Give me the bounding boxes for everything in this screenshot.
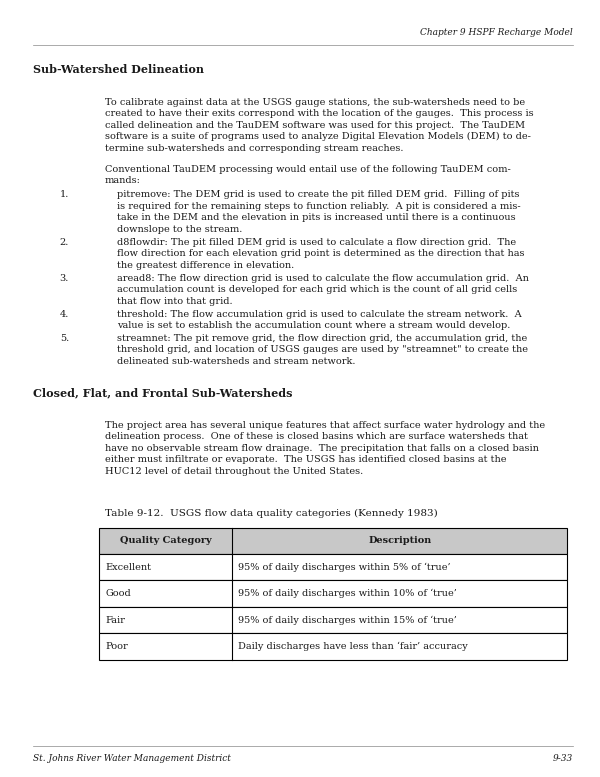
Bar bbox=[99, 633, 567, 660]
Text: Quality Category: Quality Category bbox=[120, 536, 212, 545]
Text: Fair: Fair bbox=[105, 615, 125, 625]
Text: Poor: Poor bbox=[105, 642, 128, 651]
Text: threshold: The flow accumulation grid is used to calculate the stream network.  : threshold: The flow accumulation grid is… bbox=[117, 309, 521, 319]
Text: 95% of daily discharges within 10% of ‘true’: 95% of daily discharges within 10% of ‘t… bbox=[238, 589, 457, 598]
Text: have no observable stream flow drainage.  The precipitation that falls on a clos: have no observable stream flow drainage.… bbox=[105, 444, 539, 453]
Text: 95% of daily discharges within 5% of ‘true’: 95% of daily discharges within 5% of ‘tr… bbox=[238, 563, 451, 572]
Text: 3.: 3. bbox=[59, 274, 69, 283]
Text: 1.: 1. bbox=[59, 190, 69, 200]
Text: 5.: 5. bbox=[60, 334, 69, 343]
Text: accumulation count is developed for each grid which is the count of all grid cel: accumulation count is developed for each… bbox=[117, 285, 517, 294]
Text: 95% of daily discharges within 15% of ‘true’: 95% of daily discharges within 15% of ‘t… bbox=[238, 615, 457, 625]
Text: created to have their exits correspond with the location of the gauges.  This pr: created to have their exits correspond w… bbox=[105, 110, 533, 118]
Text: To calibrate against data at the USGS gauge stations, the sub-watersheds need to: To calibrate against data at the USGS ga… bbox=[105, 98, 525, 106]
Text: delineation process.  One of these is closed basins which are surface watersheds: delineation process. One of these is clo… bbox=[105, 432, 528, 441]
Text: HUC12 level of detail throughout the United States.: HUC12 level of detail throughout the Uni… bbox=[105, 467, 363, 476]
Text: value is set to establish the accumulation count where a stream would develop.: value is set to establish the accumulati… bbox=[117, 321, 511, 330]
Text: that flow into that grid.: that flow into that grid. bbox=[117, 297, 233, 305]
Text: Excellent: Excellent bbox=[105, 563, 151, 572]
Text: termine sub-watersheds and corresponding stream reaches.: termine sub-watersheds and corresponding… bbox=[105, 144, 404, 153]
Text: d8flowdir: The pit filled DEM grid is used to calculate a flow direction grid.  : d8flowdir: The pit filled DEM grid is us… bbox=[117, 238, 516, 247]
Text: Conventional TauDEM processing would entail use of the following TauDEM com-: Conventional TauDEM processing would ent… bbox=[105, 165, 511, 173]
Bar bbox=[99, 607, 567, 633]
Bar bbox=[99, 528, 567, 554]
Text: Good: Good bbox=[105, 589, 131, 598]
Text: streamnet: The pit remove grid, the flow direction grid, the accumulation grid, : streamnet: The pit remove grid, the flow… bbox=[117, 334, 527, 343]
Text: delineated sub-watersheds and stream network.: delineated sub-watersheds and stream net… bbox=[117, 357, 355, 366]
Text: aread8: The flow direction grid is used to calculate the flow accumulation grid.: aread8: The flow direction grid is used … bbox=[117, 274, 529, 283]
Text: the greatest difference in elevation.: the greatest difference in elevation. bbox=[117, 261, 294, 270]
Text: Closed, Flat, and Frontal Sub-Watersheds: Closed, Flat, and Frontal Sub-Watersheds bbox=[33, 387, 293, 398]
Text: 4.: 4. bbox=[59, 309, 69, 319]
Text: either must infiltrate or evaporate.  The USGS has identified closed basins at t: either must infiltrate or evaporate. The… bbox=[105, 455, 506, 465]
Bar bbox=[99, 580, 567, 607]
Text: take in the DEM and the elevation in pits is increased until there is a continuo: take in the DEM and the elevation in pit… bbox=[117, 214, 515, 222]
Text: called delineation and the TauDEM software was used for this project.  The TauDE: called delineation and the TauDEM softwa… bbox=[105, 120, 525, 130]
Text: Sub-Watershed Delineation: Sub-Watershed Delineation bbox=[33, 64, 204, 75]
Bar bbox=[99, 554, 567, 580]
Text: is required for the remaining steps to function reliably.  A pit is considered a: is required for the remaining steps to f… bbox=[117, 202, 521, 211]
Text: Chapter 9 HSPF Recharge Model: Chapter 9 HSPF Recharge Model bbox=[420, 27, 573, 37]
Text: threshold grid, and location of USGS gauges are used by "streamnet" to create th: threshold grid, and location of USGS gau… bbox=[117, 346, 528, 354]
Text: 9-33: 9-33 bbox=[553, 754, 573, 763]
Text: The project area has several unique features that affect surface water hydrology: The project area has several unique feat… bbox=[105, 421, 545, 430]
Text: pitremove: The DEM grid is used to create the pit filled DEM grid.  Filling of p: pitremove: The DEM grid is used to creat… bbox=[117, 190, 520, 200]
Text: downslope to the stream.: downslope to the stream. bbox=[117, 225, 242, 234]
Text: Table 9-12.  USGS flow data quality categories (Kennedy 1983): Table 9-12. USGS flow data quality categ… bbox=[105, 509, 438, 518]
Text: Description: Description bbox=[368, 536, 431, 545]
Text: Daily discharges have less than ‘fair’ accuracy: Daily discharges have less than ‘fair’ a… bbox=[238, 642, 468, 651]
Text: flow direction for each elevation grid point is determined as the direction that: flow direction for each elevation grid p… bbox=[117, 249, 524, 258]
Text: 2.: 2. bbox=[59, 238, 69, 247]
Text: software is a suite of programs used to analyze Digital Elevation Models (DEM) t: software is a suite of programs used to … bbox=[105, 132, 531, 141]
Text: St. Johns River Water Management District: St. Johns River Water Management Distric… bbox=[33, 754, 231, 763]
Text: mands:: mands: bbox=[105, 176, 141, 185]
